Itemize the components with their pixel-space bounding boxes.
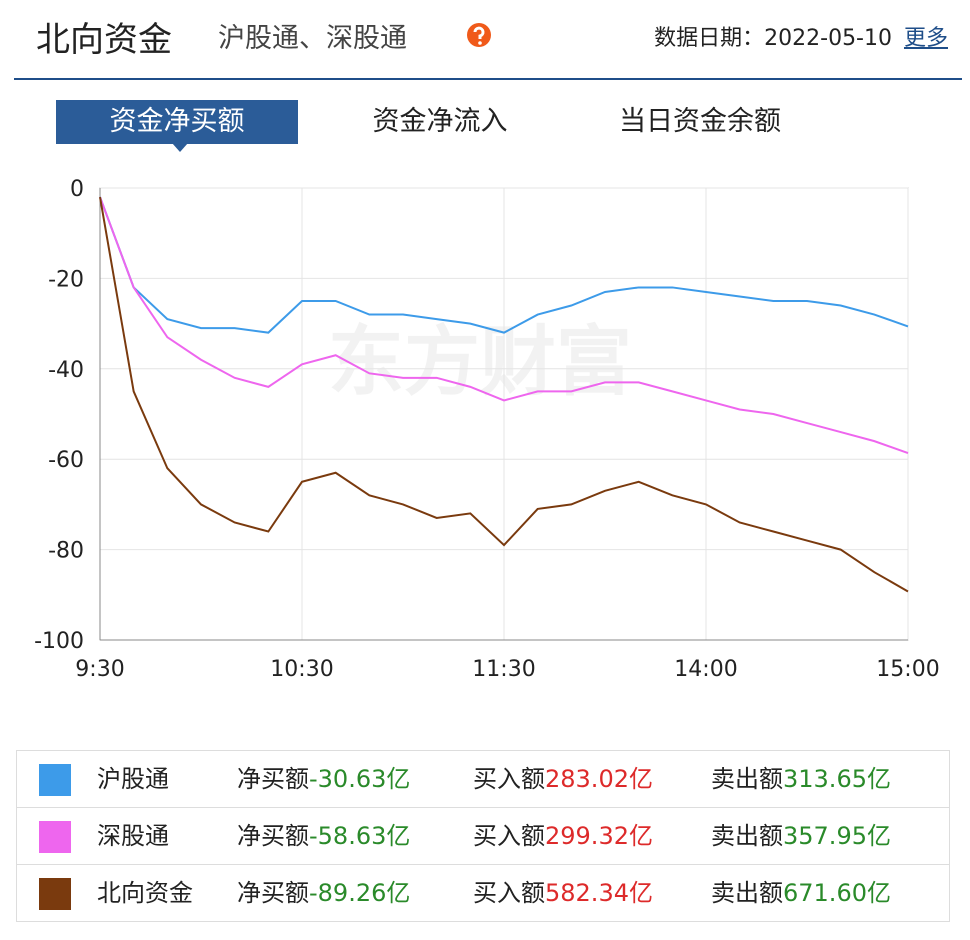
summary-label: 卖出额 <box>711 879 783 907</box>
watermark: 东方财富 <box>328 317 632 406</box>
summary-cell: 卖出额357.95亿 <box>711 808 891 864</box>
y-tick-label: -100 <box>34 629 84 654</box>
summary-cell: 净买额-58.63亿 <box>237 808 410 864</box>
x-tick-label: 10:30 <box>270 657 333 682</box>
summary-value: 357.95亿 <box>783 822 891 850</box>
legend-swatch <box>39 821 71 853</box>
summary-cell: 买入额582.34亿 <box>473 865 653 921</box>
date-label: 数据日期：2022-05-10 <box>654 26 892 51</box>
tab-pointer <box>172 143 188 152</box>
summary-label: 买入额 <box>473 765 545 793</box>
legend-swatch <box>39 764 71 796</box>
x-tick-label: 14:00 <box>674 657 737 682</box>
summary-value: 299.32亿 <box>545 822 653 850</box>
series-line <box>99 196 909 593</box>
summary-value: 582.34亿 <box>545 879 653 907</box>
summary-value: -30.63亿 <box>309 765 411 793</box>
summary-label: 卖出额 <box>711 765 783 793</box>
summary-cell: 卖出额671.60亿 <box>711 865 891 921</box>
y-tick-label: -60 <box>48 448 84 473</box>
header: 北向资金 沪股通、深股通 数据日期：2022-05-10 更多 <box>14 0 962 80</box>
series-line <box>99 196 909 454</box>
y-tick-label: -20 <box>48 267 84 292</box>
tab-label: 当日资金余额 <box>619 106 781 137</box>
more-link[interactable]: 更多 <box>903 26 948 51</box>
summary-label: 净买额 <box>237 879 309 907</box>
subtitle: 沪股通、深股通 <box>218 23 407 54</box>
summary-value: 283.02亿 <box>545 765 653 793</box>
x-tick-label: 11:30 <box>472 657 535 682</box>
series-line <box>99 196 909 334</box>
y-tick-label: 0 <box>70 177 84 202</box>
summary-label: 买入额 <box>473 822 545 850</box>
summary-value: 671.60亿 <box>783 879 891 907</box>
tab-label: 资金净流入 <box>372 106 508 137</box>
x-tick-label: 9:30 <box>75 657 124 682</box>
tab[interactable]: 当日资金余额 <box>600 100 800 144</box>
legend-name: 沪股通 <box>97 765 169 793</box>
summary-label: 净买额 <box>237 765 309 793</box>
legend-row: 深股通 净买额-58.63亿 买入额299.32亿 卖出额357.95亿 <box>17 808 949 865</box>
title: 北向资金 <box>36 20 172 60</box>
summary-label: 净买额 <box>237 822 309 850</box>
legend-row: 北向资金 净买额-89.26亿 买入额582.34亿 卖出额671.60亿 <box>17 865 949 921</box>
y-tick-label: -40 <box>48 358 84 383</box>
summary-cell: 净买额-30.63亿 <box>237 751 410 807</box>
x-tick-label: 15:00 <box>876 657 939 682</box>
legend-name: 深股通 <box>97 822 169 850</box>
summary-value: 313.65亿 <box>783 765 891 793</box>
chart: 东方财富 0 -20 -40 -60 -80 -100 9:30 10:30 11:30 14:0… <box>34 177 940 682</box>
legend-swatch <box>39 878 71 910</box>
summary-cell: 卖出额313.65亿 <box>711 751 891 807</box>
legend-name: 北向资金 <box>97 879 193 907</box>
tab[interactable]: 资金净买额 <box>56 100 298 144</box>
y-tick-label: -80 <box>48 539 84 564</box>
summary-label: 卖出额 <box>711 822 783 850</box>
summary-cell: 买入额283.02亿 <box>473 751 653 807</box>
legend-row: 沪股通 净买额-30.63亿 买入额283.02亿 卖出额313.65亿 <box>17 751 949 808</box>
legend: 沪股通 净买额-30.63亿 买入额283.02亿 卖出额313.65亿 深股通 净买额-… <box>16 750 950 922</box>
summary-label: 买入额 <box>473 879 545 907</box>
tab-label: 资金净买额 <box>109 106 245 137</box>
summary-value: -58.63亿 <box>309 822 411 850</box>
tab[interactable]: 资金净流入 <box>340 100 540 144</box>
summary-cell: 净买额-89.26亿 <box>237 865 410 921</box>
summary-cell: 买入额299.32亿 <box>473 808 653 864</box>
summary-value: -89.26亿 <box>309 879 411 907</box>
help-icon[interactable] <box>466 22 492 48</box>
